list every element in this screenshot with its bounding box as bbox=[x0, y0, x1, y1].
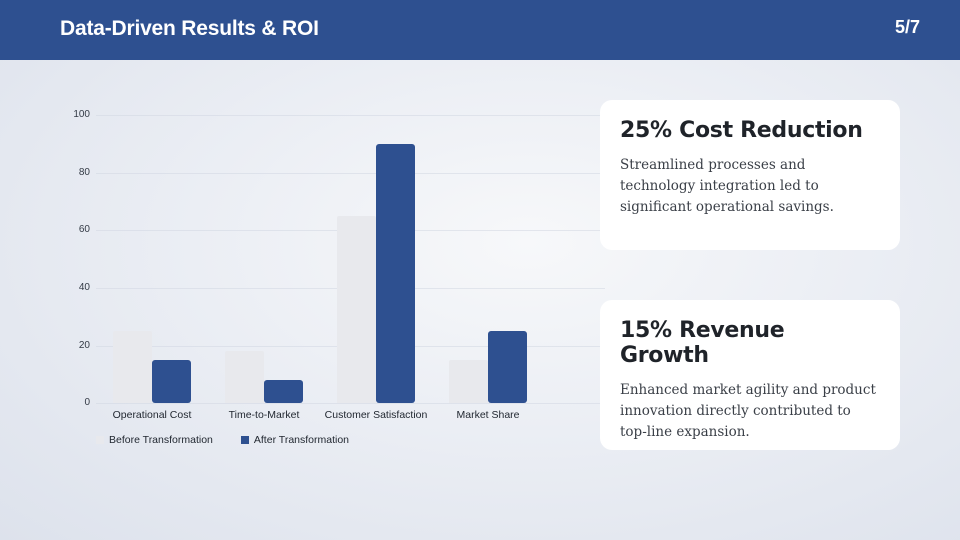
bar-after bbox=[264, 379, 303, 403]
x-label-operational-cost: Operational Cost bbox=[112, 409, 192, 421]
bar-before bbox=[449, 359, 488, 403]
legend-swatch-before-icon bbox=[96, 436, 104, 444]
card-text: Streamlined processes and technology int… bbox=[620, 157, 834, 215]
stat-card-revenue-growth: 15% Revenue Growth Enhanced market agili… bbox=[600, 300, 900, 450]
gridline bbox=[96, 115, 605, 116]
bar-after bbox=[152, 359, 191, 403]
bar-after bbox=[488, 331, 527, 403]
bar-after bbox=[376, 143, 415, 403]
bar-before bbox=[113, 331, 152, 403]
legend-swatch-after-icon bbox=[240, 436, 249, 444]
card-title: 25% Cost Reduction bbox=[620, 118, 863, 143]
x-label-time-to-market: Time-to-Market bbox=[228, 409, 300, 421]
gridline bbox=[96, 403, 605, 404]
y-tick-20: 20 bbox=[78, 340, 90, 351]
legend-item-after[interactable]: After Transformation bbox=[240, 434, 350, 446]
page-title: Data-Driven Results & ROI bbox=[60, 17, 319, 40]
y-tick-40: 40 bbox=[78, 282, 90, 293]
page-indicator: 5/7 bbox=[894, 17, 920, 37]
chart-legend: Before Transformation After Transformati… bbox=[96, 434, 349, 446]
legend-label-before: Before Transformation bbox=[109, 434, 213, 446]
card-title: 15% Revenue Growth bbox=[620, 318, 785, 368]
bar-before bbox=[225, 351, 264, 403]
slide-header: Data-Driven Results & ROI 5/7 bbox=[0, 0, 960, 60]
y-tick-0: 0 bbox=[84, 397, 90, 408]
legend-item-before[interactable]: Before Transformation bbox=[96, 434, 213, 446]
x-label-customer-satisfaction: Customer Satisfaction bbox=[324, 409, 428, 421]
y-tick-100: 100 bbox=[73, 109, 90, 120]
x-label-market-share: Market Share bbox=[456, 409, 520, 421]
y-tick-80: 80 bbox=[78, 167, 90, 178]
card-text: Enhanced market agility and product inno… bbox=[620, 382, 876, 440]
stat-card-cost-reduction: 25% Cost Reduction Streamlined processes… bbox=[600, 100, 900, 250]
bar-before bbox=[337, 215, 376, 403]
y-tick-60: 60 bbox=[78, 224, 90, 235]
bar-chart: 100 80 60 40 20 0 Operational Cost Time-… bbox=[60, 100, 605, 460]
gridline bbox=[96, 173, 605, 174]
legend-label-after: After Transformation bbox=[253, 434, 350, 446]
